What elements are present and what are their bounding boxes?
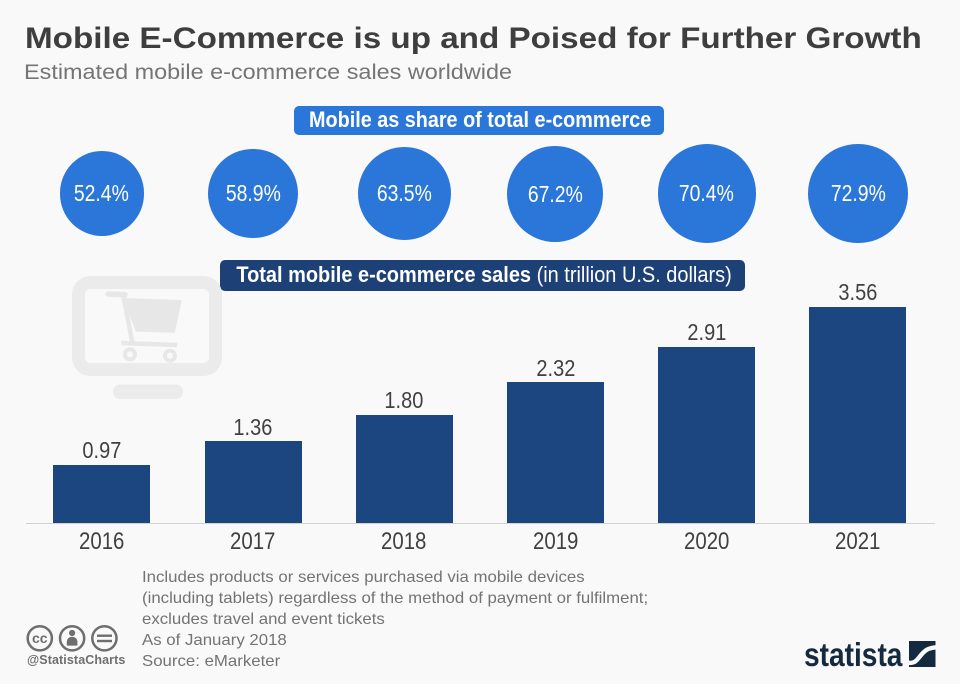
svg-text:cc: cc — [32, 630, 48, 646]
